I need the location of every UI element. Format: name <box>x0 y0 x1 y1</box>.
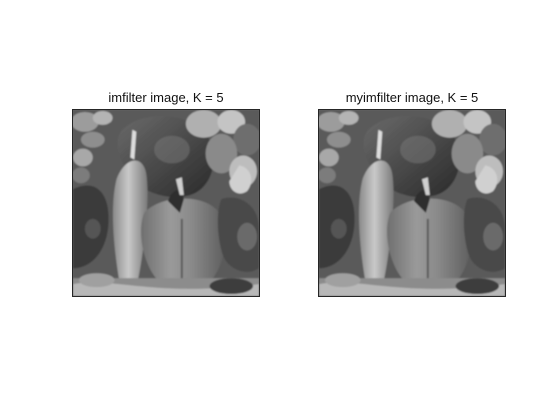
image-axes-left <box>72 109 260 297</box>
subplot-title-right: myimfilter image, K = 5 <box>345 90 479 105</box>
peppers-image-left <box>73 110 259 296</box>
image-axes-right <box>318 109 506 297</box>
peppers-image-right <box>319 110 505 296</box>
subplot-left: imfilter image, K = 5 <box>66 0 266 420</box>
subplot-right: myimfilter image, K = 5 <box>312 0 512 420</box>
subplot-title-left: imfilter image, K = 5 <box>108 90 224 105</box>
